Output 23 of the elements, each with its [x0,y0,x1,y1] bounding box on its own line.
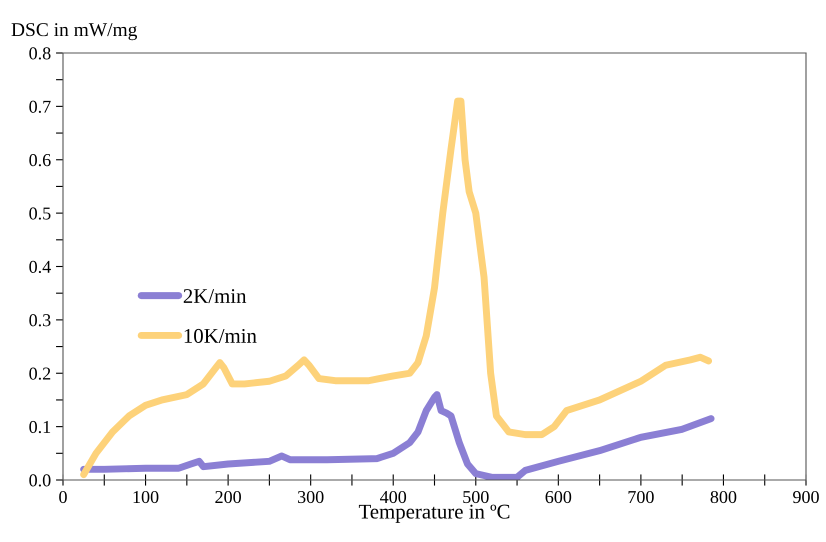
legend-label: 2K/min [184,289,246,304]
x-axis-title: Temperature in ºC [358,504,510,523]
y-tick-label: 0.4 [29,260,51,274]
y-tick-label: 0.5 [29,207,50,220]
x-tick-label: 700 [628,490,654,504]
legend-label: 10K/min [184,328,257,343]
x-tick-label: 300 [298,490,324,504]
y-tick-label: 0.3 [29,314,50,326]
x-tick-label: 200 [215,490,241,504]
x-tick-label: 600 [546,490,572,504]
y-tick-label: 0.1 [29,420,50,434]
x-tick-label: 100 [134,490,158,504]
y-axis-title: DSC in mW/mg [12,23,138,40]
y-tick-label: 0.8 [29,47,51,60]
y-tick-label: 0.0 [29,474,51,487]
y-tick-label: 0.6 [29,154,51,166]
x-tick-label: 900 [793,490,819,504]
y-tick-label: 0.7 [29,100,51,113]
x-tick-label: 400 [380,490,406,504]
y-tick-label: 0.2 [29,368,50,380]
x-tick-label: 0 [59,490,67,504]
x-tick-label: 800 [710,490,736,504]
x-tick-label: 500 [463,490,489,504]
